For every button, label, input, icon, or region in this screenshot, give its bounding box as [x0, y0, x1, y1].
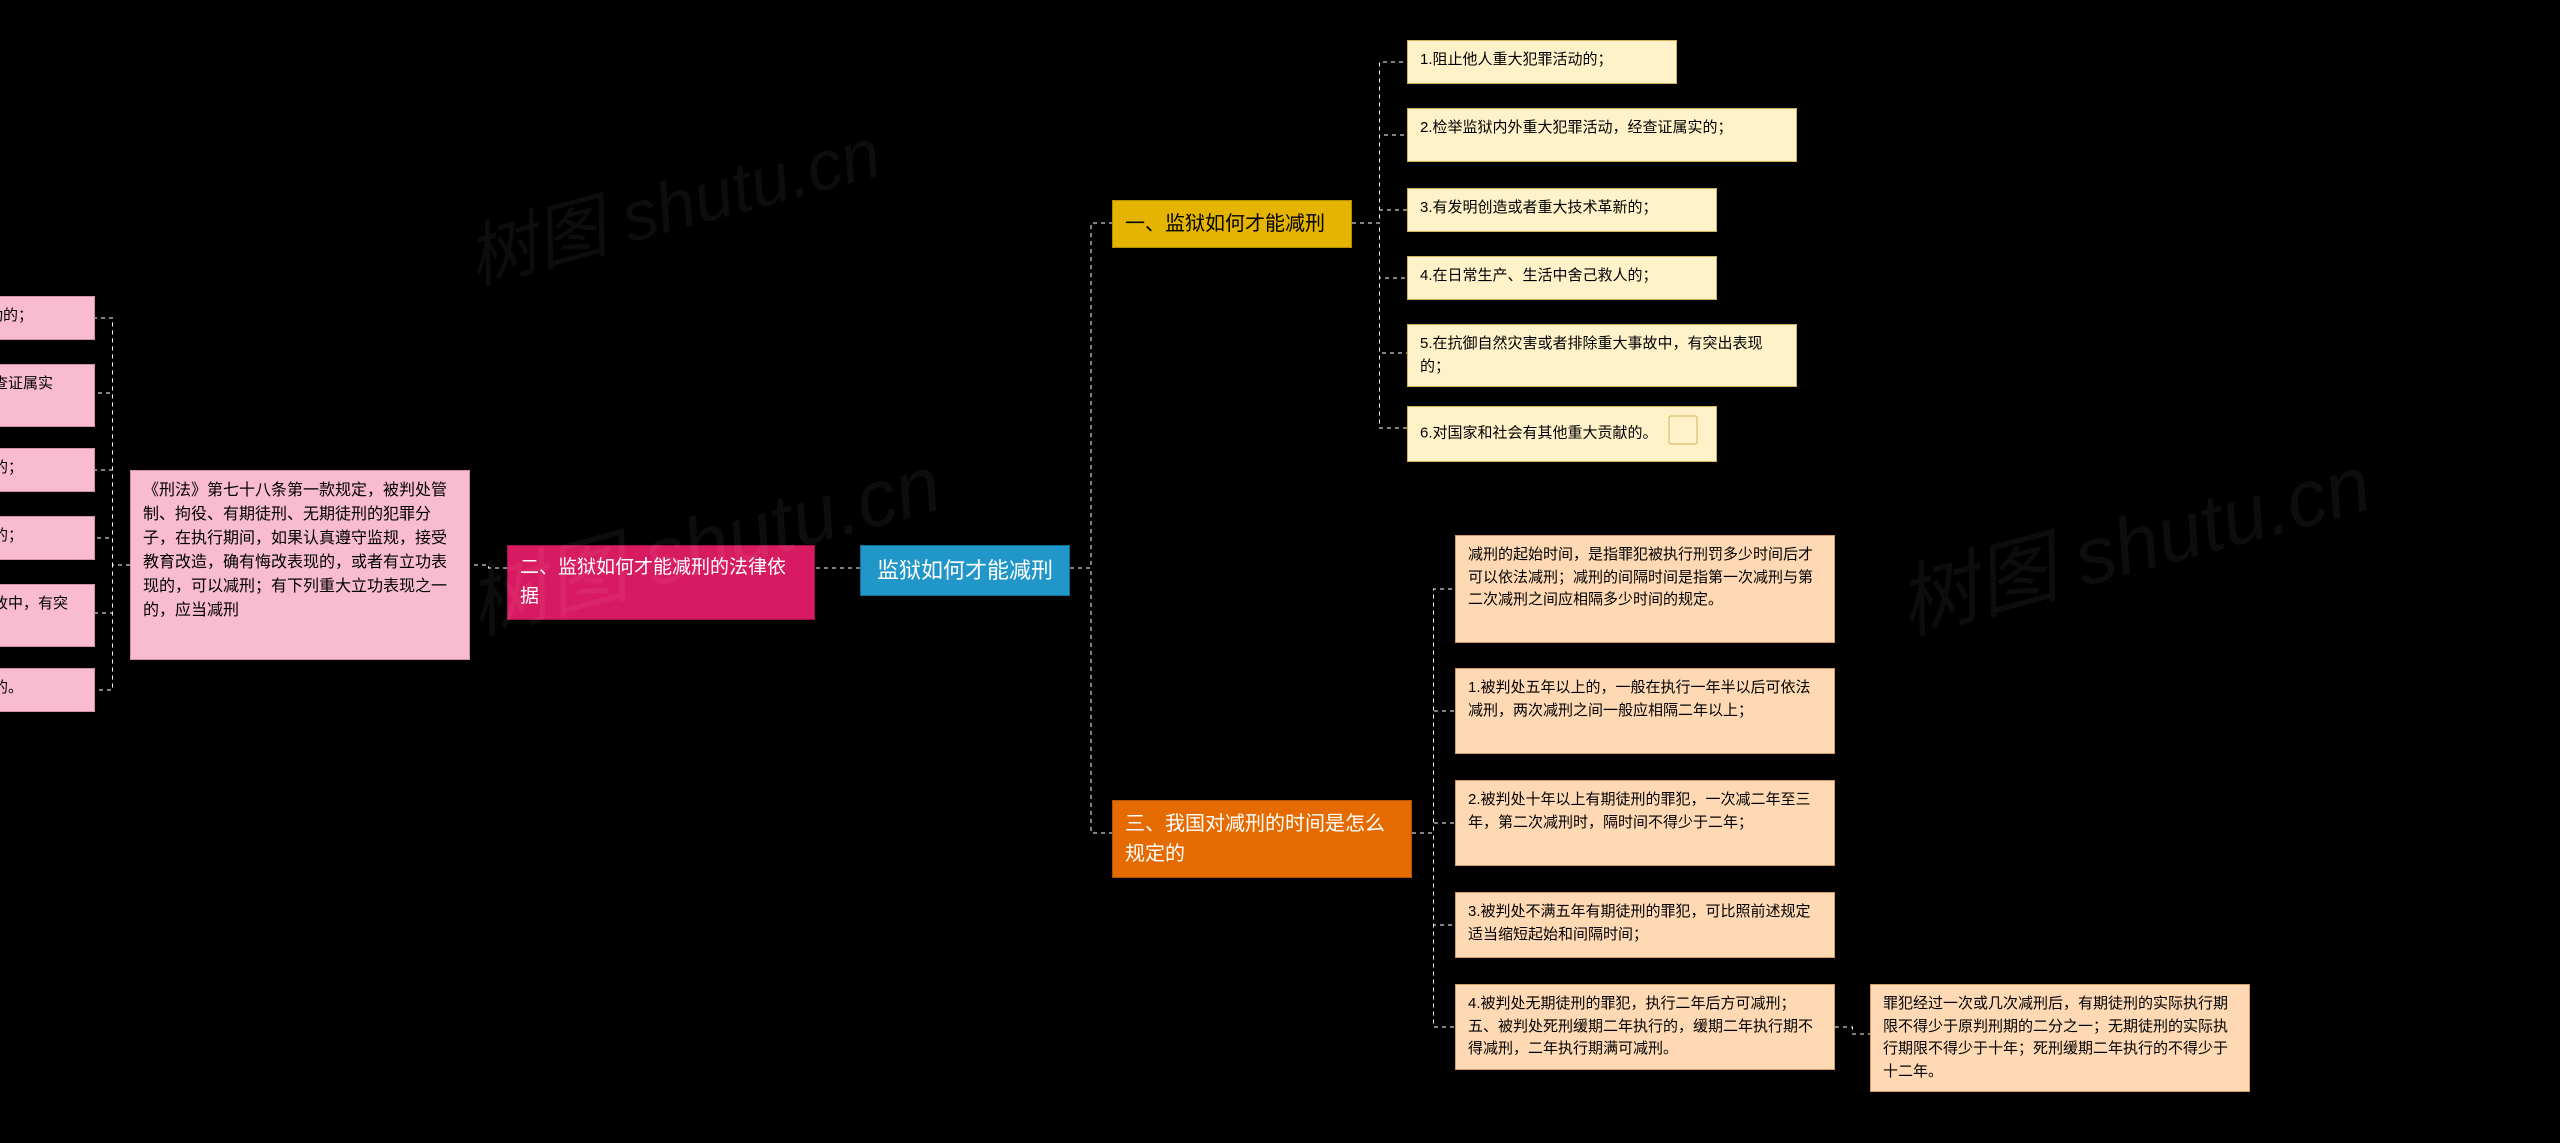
b1-leaf-2: 2.检举监狱内外重大犯罪活动，经查证属实的；	[1407, 108, 1797, 162]
b1-leaf-1: 1.阻止他人重大犯罪活动的；	[1407, 40, 1677, 84]
b1-leaf-6: 6.对国家和社会有其他重大贡献的。	[1407, 406, 1717, 462]
b3-leaf-1: 减刑的起始时间，是指罪犯被执行刑罚多少时间后才可以依法减刑；减刑的间隔时间是指第…	[1455, 535, 1835, 643]
root-node: 监狱如何才能减刑	[860, 545, 1070, 596]
b3-leaf-3: 2.被判处十年以上有期徒刑的罪犯，一次减二年至三年，第二次减刑时，隔时间不得少于…	[1455, 780, 1835, 866]
b1-leaf-4: 4.在日常生产、生活中舍己救人的；	[1407, 256, 1717, 300]
watermark-text: 树图 shutu.cn	[453, 419, 951, 656]
b2-leaf-1: （一）阻止他人重大犯罪活动的；	[0, 296, 95, 340]
b3-leaf-4: 3.被判处不满五年有期徒刑的罪犯，可比照前述规定适当缩短起始和间隔时间；	[1455, 892, 1835, 958]
b2-leaf-5: （五）在抗御自然灾害或者排除重大事故中，有突出表现的；	[0, 584, 95, 647]
b1-leaf-6-text: 6.对国家和社会有其他重大贡献的。	[1420, 425, 1658, 442]
b2-leaf-4: （四）在日常生产、生活中舍己救人的；	[0, 516, 95, 560]
b2-leaf-3: （三）有发明创造或者重大技术革新的；	[0, 448, 95, 492]
b3-leaf-5: 4.被判处无期徒刑的罪犯，执行二年后方可减刑；五、被判处死刑缓期二年执行的，缓期…	[1455, 984, 1835, 1070]
b2-leaf-6: （六）对国家和社会有其他重大贡献的。	[0, 668, 95, 712]
b3-extra-note: 罪犯经过一次或几次减刑后，有期徒刑的实际执行期限不得少于原判刑期的二分之一；无期…	[1870, 984, 2250, 1092]
b1-leaf-3: 3.有发明创造或者重大技术革新的；	[1407, 188, 1717, 232]
branch3-title: 三、我国对减刑的时间是怎么规定的	[1112, 800, 1412, 878]
watermark-text: 树图 shutu.cn	[1883, 419, 2381, 656]
branch1-title: 一、监狱如何才能减刑	[1112, 200, 1352, 248]
b2-leaf-2: （二）检举监狱内外重大犯罪活动，经查证属实的；	[0, 364, 95, 427]
branch2-title: 二、监狱如何才能减刑的法律依据	[507, 545, 815, 620]
mindmap-stage: 监狱如何才能减刑 一、监狱如何才能减刑 1.阻止他人重大犯罪活动的； 2.检举监…	[0, 0, 2560, 1143]
watermark-text: 树图 shutu.cn	[454, 97, 890, 304]
b1-leaf-5: 5.在抗御自然灾害或者排除重大事故中，有突出表现的；	[1407, 324, 1797, 387]
b3-leaf-2: 1.被判处五年以上的，一般在执行一年半以后可依法减刑，两次减刑之间一般应相隔二年…	[1455, 668, 1835, 754]
note-icon	[1668, 415, 1698, 453]
branch2-middle: 《刑法》第七十八条第一款规定，被判处管制、拘役、有期徒刑、无期徒刑的犯罪分子，在…	[130, 470, 470, 660]
